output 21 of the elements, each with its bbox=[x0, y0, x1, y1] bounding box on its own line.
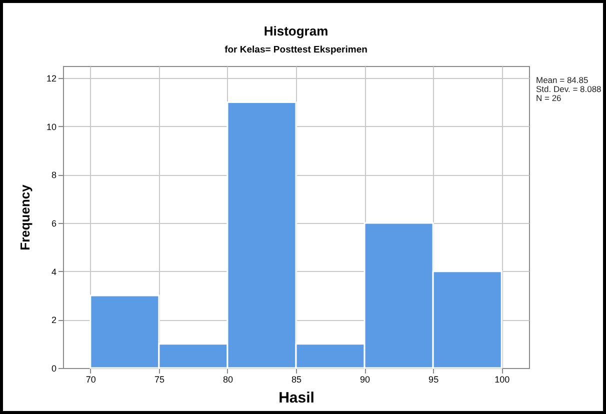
y-tick-label: 10 bbox=[46, 122, 56, 132]
x-tick-label: 70 bbox=[86, 374, 96, 384]
y-tick-label: 6 bbox=[51, 218, 56, 229]
y-axis-title: Frequency bbox=[17, 184, 32, 250]
y-tick-label: 0 bbox=[51, 364, 56, 374]
chart-title: Histogram bbox=[264, 24, 328, 38]
y-tick-label: 2 bbox=[51, 315, 56, 326]
x-tick-label: 75 bbox=[154, 374, 164, 384]
x-tick-label: 80 bbox=[222, 374, 233, 384]
y-tick-label: 4 bbox=[51, 266, 56, 277]
x-tick-label: 95 bbox=[428, 374, 439, 384]
x-tick-label: 100 bbox=[494, 374, 510, 384]
chart-subtitle: for Kelas= Posttest Eksperimen bbox=[224, 44, 368, 56]
x-axis-title: Hasil bbox=[278, 390, 314, 406]
y-tick-label: 12 bbox=[46, 74, 56, 84]
x-tick-label: 85 bbox=[291, 374, 302, 384]
text: Std. Dev. = 8.088 bbox=[536, 84, 602, 94]
text: Mean = 84.85 bbox=[536, 75, 590, 85]
y-tick-label: 8 bbox=[51, 170, 56, 180]
x-tick-label: 90 bbox=[360, 374, 370, 384]
text: N = 26 bbox=[536, 93, 562, 103]
